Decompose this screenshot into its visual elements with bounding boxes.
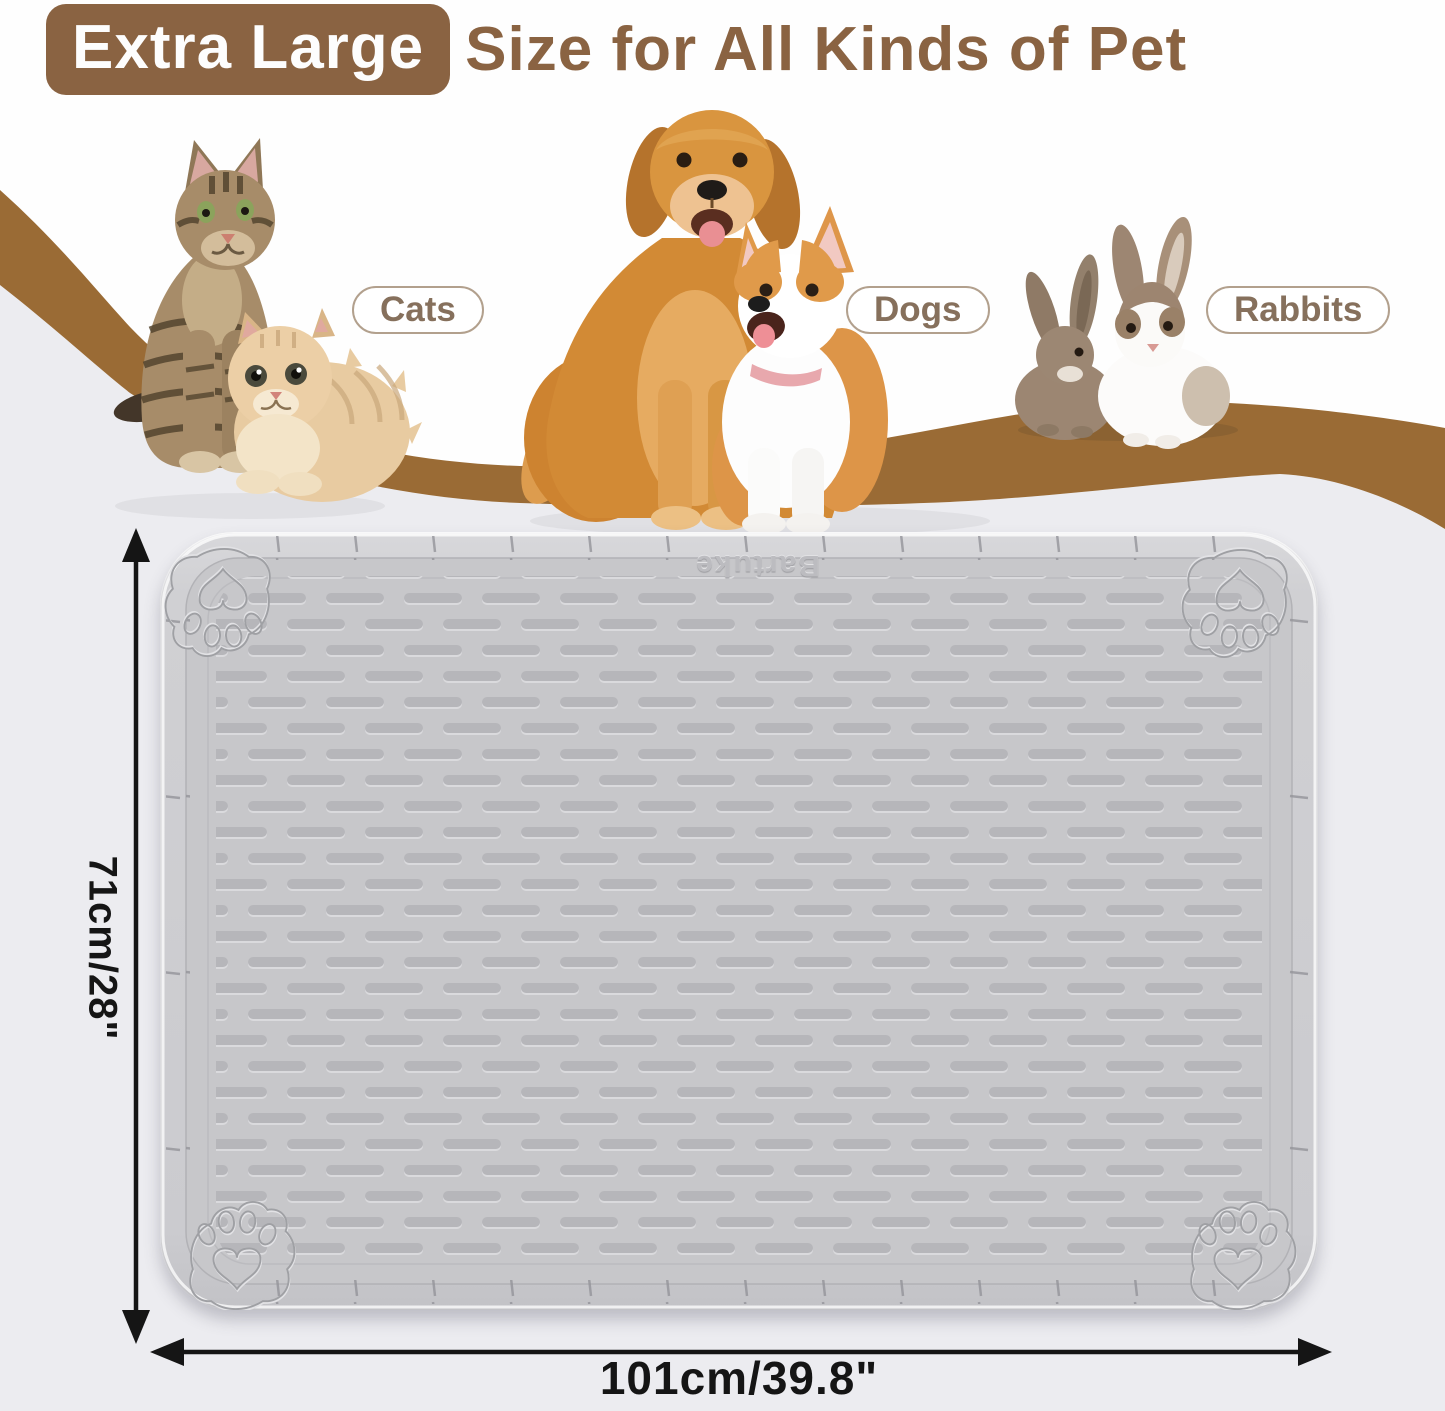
mat-right-ticks	[1288, 612, 1312, 1230]
brown-ribbon	[0, 190, 1445, 529]
title-text: Size for All Kinds of Pet	[465, 15, 1188, 84]
mat-dash-texture	[216, 576, 1262, 1266]
brown-rabbit-illustration	[1015, 254, 1115, 440]
rabbits-label: Rabbits	[1206, 286, 1391, 334]
page-title: Extra Large Size for All Kinds of Pet	[46, 4, 1187, 95]
cats-label: Cats	[352, 286, 484, 334]
mat-rim-highlight	[161, 533, 1317, 1309]
mat-bottom-ticks	[220, 1280, 1258, 1304]
mat-surface	[161, 533, 1317, 1310]
white-rabbit-illustration	[1098, 216, 1230, 449]
brand-embossed-text: Bartuke	[694, 549, 820, 582]
title-badge: Extra Large	[46, 4, 451, 95]
width-dimension-label: 101cm/39.8"	[599, 1352, 879, 1404]
mat-left-ticks	[166, 612, 190, 1230]
dogs-label: Dogs	[846, 286, 990, 334]
kitten-illustration	[228, 308, 422, 502]
mat-top-ticks	[220, 536, 1258, 560]
height-dimension-label: 71cm/28"	[80, 855, 125, 1041]
pet-feeding-mat: Bartuke	[160, 532, 1318, 1310]
corgi-illustration	[712, 206, 888, 535]
